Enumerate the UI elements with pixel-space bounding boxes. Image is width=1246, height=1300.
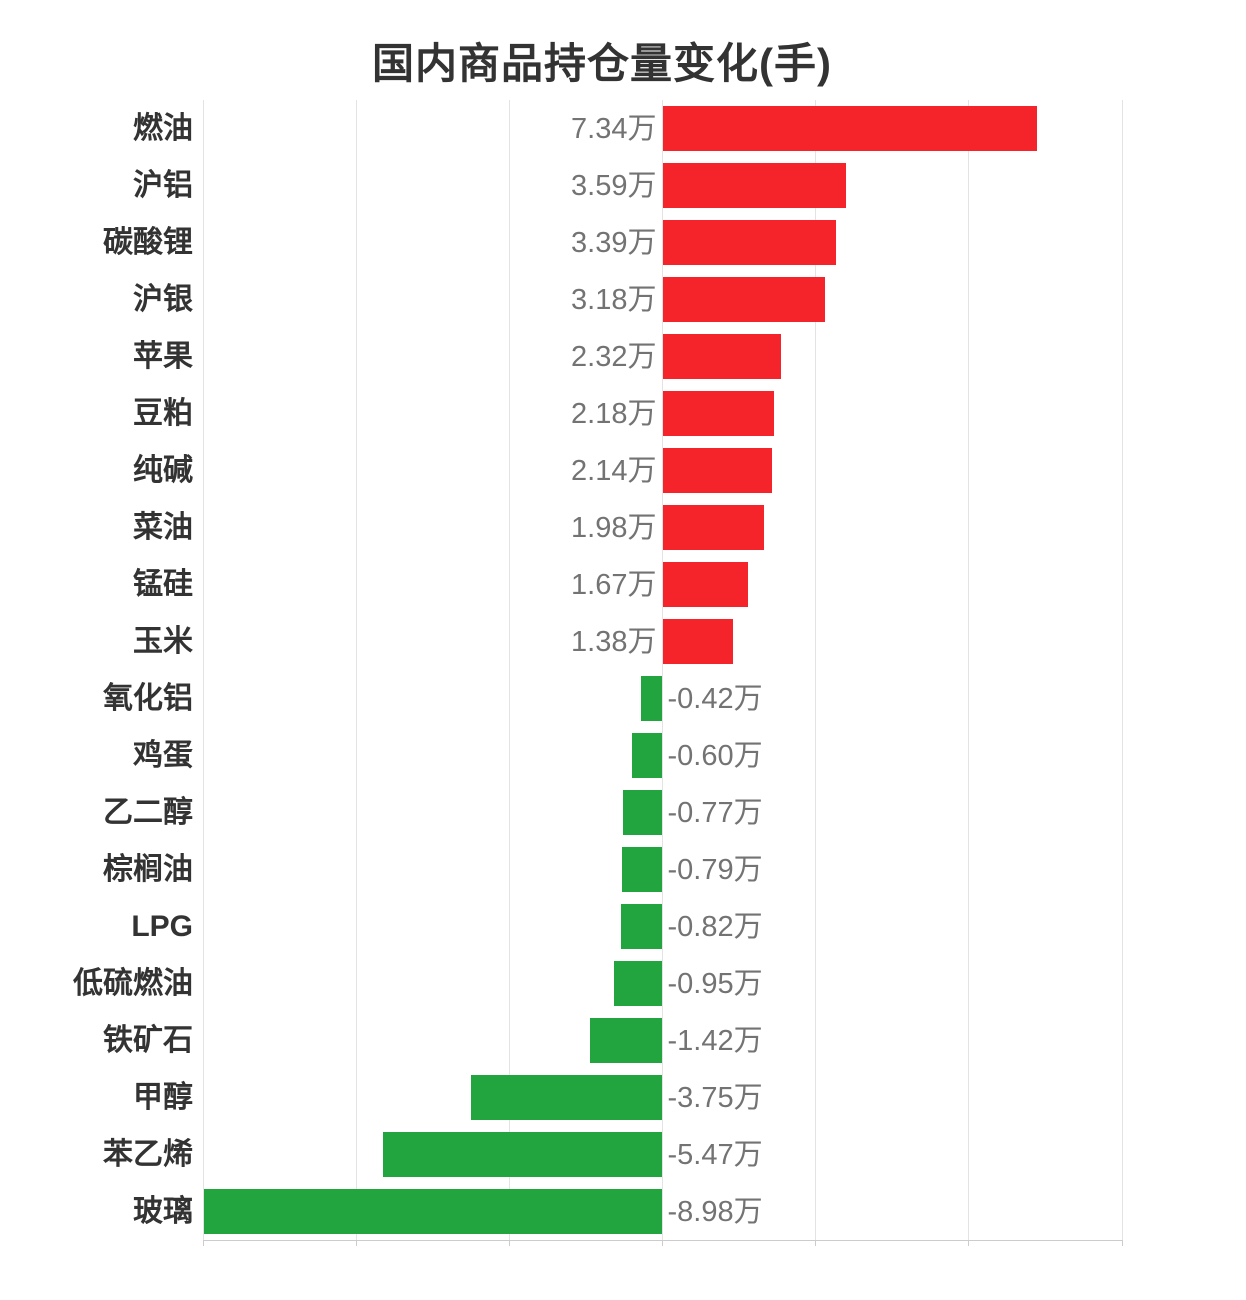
category-label: 苯乙烯 — [103, 1137, 193, 1171]
bar[interactable] — [204, 1189, 663, 1234]
axis-tick — [662, 1240, 663, 1246]
value-label: -0.60万 — [667, 739, 763, 772]
bar[interactable] — [383, 1132, 663, 1177]
value-label: -3.75万 — [667, 1081, 763, 1114]
gridline — [355, 100, 357, 1240]
bar[interactable] — [662, 334, 781, 379]
bar[interactable] — [622, 847, 663, 892]
chart-title: 国内商品持仓量变化(手) — [372, 40, 832, 87]
category-label: 燃油 — [133, 111, 193, 145]
category-label: 棕榈油 — [103, 852, 193, 886]
value-label: -0.82万 — [667, 910, 763, 943]
value-label: 2.18万 — [571, 397, 657, 430]
value-label: 7.34万 — [571, 112, 657, 145]
category-label: 低硫燃油 — [73, 966, 193, 1000]
gridline — [815, 100, 817, 1240]
category-label: 铁矿石 — [103, 1023, 193, 1057]
bar[interactable] — [662, 562, 748, 607]
bar[interactable] — [662, 106, 1038, 151]
axis-tick — [815, 1240, 817, 1246]
value-label: -0.95万 — [667, 967, 763, 1000]
bar[interactable] — [662, 163, 846, 208]
value-label: 1.98万 — [571, 511, 657, 544]
value-label: 1.38万 — [571, 625, 657, 658]
category-label: 鸡蛋 — [133, 738, 193, 772]
bar[interactable] — [620, 904, 663, 949]
category-label: 乙二醇 — [103, 795, 193, 829]
bar[interactable] — [641, 676, 663, 721]
gridline — [968, 100, 970, 1240]
value-label: 1.67万 — [571, 568, 657, 601]
value-label: -0.77万 — [667, 796, 763, 829]
value-label: 2.14万 — [571, 454, 657, 487]
bar[interactable] — [590, 1018, 663, 1063]
gridline — [1121, 100, 1123, 1240]
category-label: 碳酸锂 — [103, 225, 193, 259]
bar[interactable] — [662, 220, 836, 265]
category-label: 氧化铝 — [103, 681, 193, 715]
bar[interactable] — [662, 448, 772, 493]
gridline — [508, 100, 510, 1240]
bar[interactable] — [631, 733, 663, 778]
category-label: 甲醇 — [133, 1080, 193, 1114]
category-label: LPG — [131, 909, 193, 943]
category-label: 菜油 — [133, 510, 193, 544]
category-label: 玉米 — [133, 624, 193, 658]
category-label: 纯碱 — [133, 453, 193, 487]
category-label: 沪银 — [133, 282, 193, 316]
bar[interactable] — [662, 505, 764, 550]
category-label: 沪铝 — [133, 168, 193, 202]
bar[interactable] — [471, 1075, 663, 1120]
bar[interactable] — [662, 391, 774, 436]
gridline — [662, 100, 663, 1240]
value-label: -0.79万 — [667, 853, 763, 886]
bar[interactable] — [662, 619, 733, 664]
value-label: -1.42万 — [667, 1024, 763, 1057]
value-label: -5.47万 — [667, 1138, 763, 1171]
value-label: -8.98万 — [667, 1195, 763, 1228]
category-label: 豆粕 — [133, 396, 193, 430]
axis-tick — [202, 1240, 204, 1246]
axis-tick — [1121, 1240, 1123, 1246]
value-label: 3.59万 — [571, 169, 657, 202]
axis-tick — [968, 1240, 970, 1246]
gridline — [202, 100, 204, 1240]
bar[interactable] — [623, 790, 663, 835]
value-label: 3.18万 — [571, 283, 657, 316]
bar[interactable] — [613, 961, 663, 1006]
category-label: 锰硅 — [133, 567, 193, 601]
value-label: 2.32万 — [571, 340, 657, 373]
axis-tick — [508, 1240, 510, 1246]
value-label: -0.42万 — [667, 682, 763, 715]
category-label: 苹果 — [133, 339, 193, 373]
value-label: 3.39万 — [571, 226, 657, 259]
bar[interactable] — [662, 277, 825, 322]
category-label: 玻璃 — [133, 1194, 193, 1228]
axis-tick — [355, 1240, 357, 1246]
